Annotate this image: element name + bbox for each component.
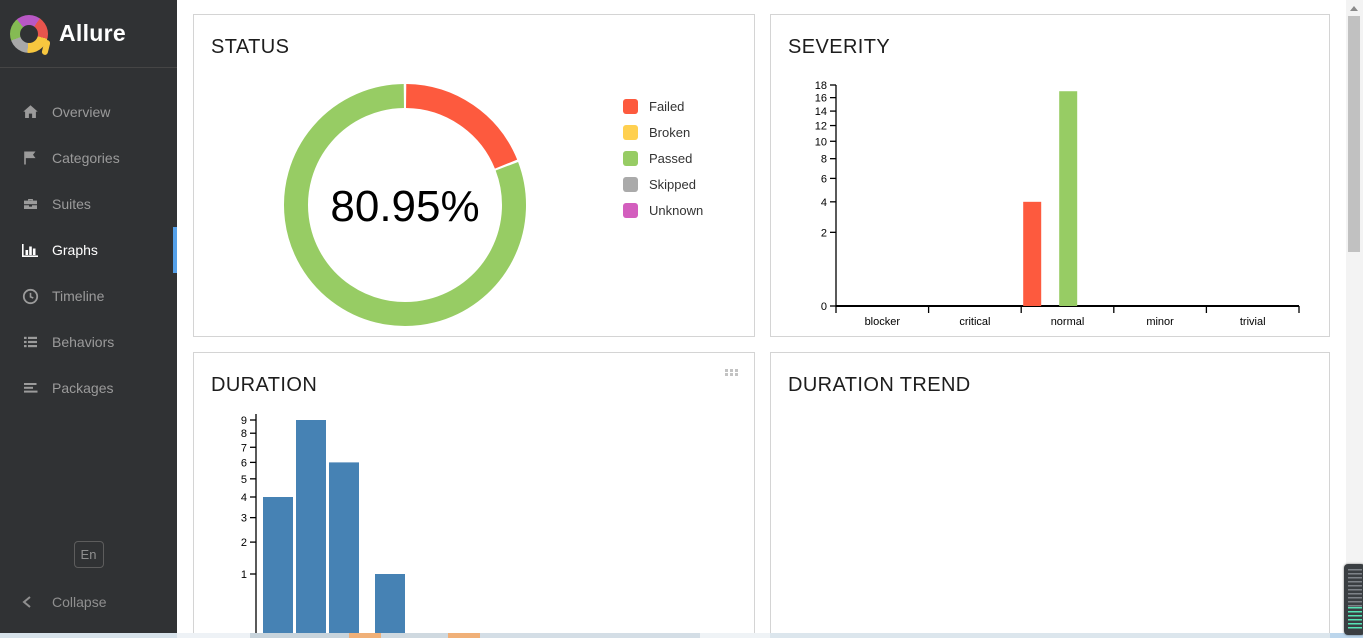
svg-text:6: 6: [821, 173, 827, 185]
language-button[interactable]: En: [73, 541, 104, 568]
svg-text:8: 8: [821, 154, 827, 166]
main-content: STATUS 80.95% Failed Broken Passed Skipped U…: [177, 0, 1346, 638]
sidebar: Allure Overview Categories Suites Graphs Tim…: [0, 0, 177, 638]
legend-item-skipped[interactable]: Skipped: [623, 177, 703, 192]
legend-item-unknown[interactable]: Unknown: [623, 203, 703, 218]
duration-bar-chart[interactable]: 98 7 6 5 4 3 2 1: [194, 353, 752, 638]
bar-chart-icon: [21, 242, 39, 259]
status-widget-title: STATUS: [211, 36, 290, 58]
sidebar-item-overview[interactable]: Overview: [0, 89, 177, 135]
severity-x-label-minor: minor: [1146, 316, 1174, 328]
svg-text:5: 5: [241, 474, 247, 486]
legend-swatch: [623, 99, 638, 114]
legend-label: Passed: [649, 151, 693, 166]
legend-item-broken[interactable]: Broken: [623, 125, 703, 140]
clock-icon: [21, 288, 39, 305]
sidebar-item-label: Packages: [52, 380, 114, 396]
duration-trend-widget: DURATION TREND: [770, 352, 1330, 638]
brand-name: Allure: [59, 20, 126, 46]
legend-label: Unknown: [649, 203, 704, 218]
chevron-left-icon: [21, 594, 39, 610]
sidebar-item-label: Overview: [52, 104, 111, 120]
duration-bar-2[interactable]: [329, 462, 359, 638]
sidebar-nav: Overview Categories Suites Graphs Timeline Be…: [0, 89, 177, 411]
svg-text:9: 9: [241, 415, 247, 427]
sidebar-item-label: Suites: [52, 196, 91, 212]
scrollbar-thumb[interactable]: [1348, 16, 1360, 252]
svg-text:10: 10: [815, 136, 827, 148]
home-icon: [21, 104, 39, 121]
status-legend: Failed Broken Passed Skipped Unknown: [623, 99, 703, 229]
svg-text:18: 18: [815, 80, 827, 92]
vertical-scrollbar[interactable]: [1346, 0, 1363, 638]
svg-text:2: 2: [821, 227, 827, 239]
svg-text:12: 12: [815, 121, 827, 133]
legend-label: Skipped: [649, 177, 696, 192]
donut-segment-failed[interactable]: [405, 84, 518, 169]
widget-drag-handle-icon[interactable]: [725, 369, 739, 378]
duration-bar-1[interactable]: [296, 420, 326, 638]
svg-text:4: 4: [821, 197, 827, 209]
scrollbar-up-arrow-icon[interactable]: [1350, 6, 1358, 11]
svg-text:16: 16: [815, 93, 827, 105]
collapse-button[interactable]: Collapse: [0, 580, 177, 624]
donut-center-label: 80.95%: [330, 182, 479, 231]
severity-bar-failed-normal[interactable]: [1023, 201, 1042, 306]
svg-text:2: 2: [241, 537, 247, 549]
corner-overlay-widget: [1344, 564, 1363, 635]
sidebar-item-categories[interactable]: Categories: [0, 135, 177, 181]
legend-swatch: [623, 177, 638, 192]
svg-text:7: 7: [241, 442, 247, 454]
donut-segment-passed[interactable]: [284, 84, 526, 326]
legend-item-failed[interactable]: Failed: [623, 99, 703, 114]
svg-text:14: 14: [815, 106, 827, 118]
severity-widget: SEVERITY 0 2 4 6 8 10 12 14 16 18 blocker critical n…: [770, 14, 1330, 337]
severity-widget-title: SEVERITY: [788, 36, 891, 58]
svg-text:8: 8: [241, 428, 247, 440]
svg-text:3: 3: [241, 513, 247, 525]
severity-x-label-blocker: blocker: [865, 316, 901, 328]
duration-bar-0[interactable]: [263, 497, 293, 638]
collapse-label: Collapse: [52, 594, 107, 610]
sidebar-item-label: Timeline: [52, 288, 105, 304]
svg-text:4: 4: [241, 492, 247, 504]
duration-bar-4[interactable]: [375, 574, 405, 638]
svg-text:1: 1: [241, 569, 247, 581]
duration-widget-title: DURATION: [211, 374, 318, 396]
sidebar-item-packages[interactable]: Packages: [0, 365, 177, 411]
status-donut-chart[interactable]: 80.95%: [280, 80, 530, 330]
sidebar-item-label: Behaviors: [52, 334, 115, 350]
sidebar-item-behaviors[interactable]: Behaviors: [0, 319, 177, 365]
duration-trend-widget-title: DURATION TREND: [788, 374, 971, 396]
brand-row: Allure: [0, 0, 177, 68]
sidebar-item-graphs[interactable]: Graphs: [0, 227, 177, 273]
align-left-icon: [21, 380, 39, 397]
severity-bar-passed-normal[interactable]: [1059, 91, 1078, 306]
severity-x-label-critical: critical: [959, 316, 990, 328]
flag-icon: [21, 150, 39, 167]
svg-text:6: 6: [241, 457, 247, 469]
severity-x-label-trivial: trivial: [1240, 316, 1266, 328]
briefcase-icon: [21, 196, 39, 213]
legend-swatch: [623, 203, 638, 218]
legend-swatch: [623, 125, 638, 140]
allure-logo-icon: [10, 14, 51, 56]
sidebar-item-suites[interactable]: Suites: [0, 181, 177, 227]
sidebar-item-label: Graphs: [52, 242, 98, 258]
legend-item-passed[interactable]: Passed: [623, 151, 703, 166]
list-icon: [21, 334, 39, 351]
sidebar-item-timeline[interactable]: Timeline: [0, 273, 177, 319]
legend-swatch: [623, 151, 638, 166]
sidebar-item-label: Categories: [52, 150, 120, 166]
severity-x-label-normal: normal: [1051, 316, 1085, 328]
svg-text:0: 0: [821, 301, 827, 313]
legend-label: Broken: [649, 125, 691, 140]
legend-label: Failed: [649, 99, 685, 114]
bottom-edge-strip: [0, 633, 1363, 638]
status-widget: STATUS 80.95% Failed Broken Passed Skipped U…: [193, 14, 755, 337]
